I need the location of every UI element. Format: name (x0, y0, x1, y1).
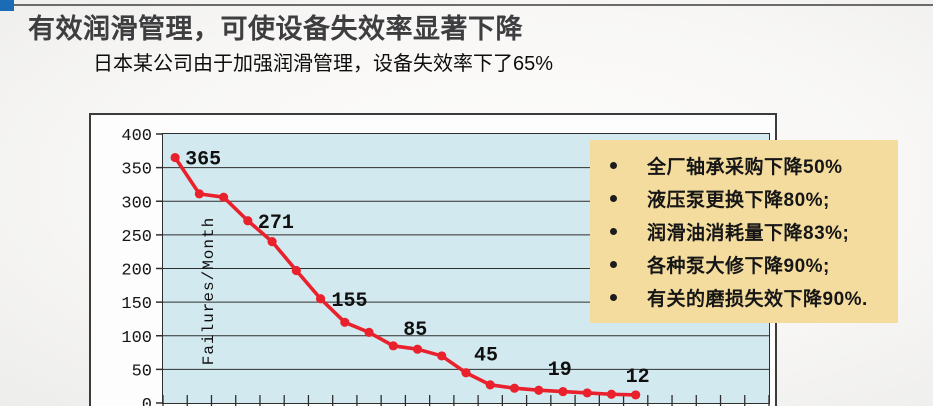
svg-text:300: 300 (121, 194, 152, 213)
svg-text:150: 150 (121, 295, 152, 314)
failures-line-chart: 0 50 100 150 200 250 300 350 400 365 271 155 85 45 19 1… (121, 127, 770, 406)
callout-item: 全厂轴承采购下降50% (602, 149, 892, 182)
results-callout-box: 全厂轴承采购下降50% 液压泵更换下降80%; 润滑油消耗量下降83%; 各种泵… (590, 140, 898, 323)
y-axis-title: Failures/Month (200, 216, 218, 366)
callout-item-text: 液压泵更换下降80%; (647, 190, 830, 211)
callout-item: 各种泵大修下降90%; (602, 248, 892, 281)
svg-text:365: 365 (185, 149, 221, 172)
svg-text:350: 350 (121, 161, 152, 180)
svg-text:0: 0 (142, 396, 152, 406)
bullet-icon (610, 261, 617, 268)
page-title: 有效润滑管理，可使设备失效率显著下降 (28, 14, 523, 44)
svg-text:100: 100 (121, 329, 152, 348)
bullet-icon (610, 162, 617, 169)
svg-text:19: 19 (548, 359, 572, 382)
callout-item: 有关的磨损失效下降90%. (602, 281, 892, 314)
bullet-icon (610, 195, 617, 202)
top-rule-divider (0, 4, 933, 6)
svg-text:45: 45 (474, 345, 498, 368)
svg-text:12: 12 (626, 366, 650, 389)
callout-item-text: 全厂轴承采购下降50% (647, 157, 843, 178)
callout-item-text: 润滑油消耗量下降83%; (647, 223, 850, 244)
svg-text:200: 200 (121, 262, 152, 281)
svg-text:250: 250 (121, 228, 152, 247)
bullet-icon (610, 294, 617, 301)
bullet-icon (610, 228, 617, 235)
callout-item-text: 有关的磨损失效下降90%. (647, 289, 868, 310)
callout-item-text: 各种泵大修下降90%; (647, 256, 830, 277)
svg-text:85: 85 (403, 319, 427, 342)
page-subtitle: 日本某公司由于加强润滑管理，设备失效率下了65% (93, 53, 554, 75)
corner-accent-square (0, 0, 14, 11)
svg-text:271: 271 (258, 212, 294, 235)
svg-text:50: 50 (132, 362, 152, 381)
callout-item: 润滑油消耗量下降83%; (602, 215, 892, 248)
svg-text:155: 155 (332, 290, 368, 313)
callout-item: 液压泵更换下降80%; (602, 182, 892, 215)
svg-text:400: 400 (121, 127, 152, 146)
